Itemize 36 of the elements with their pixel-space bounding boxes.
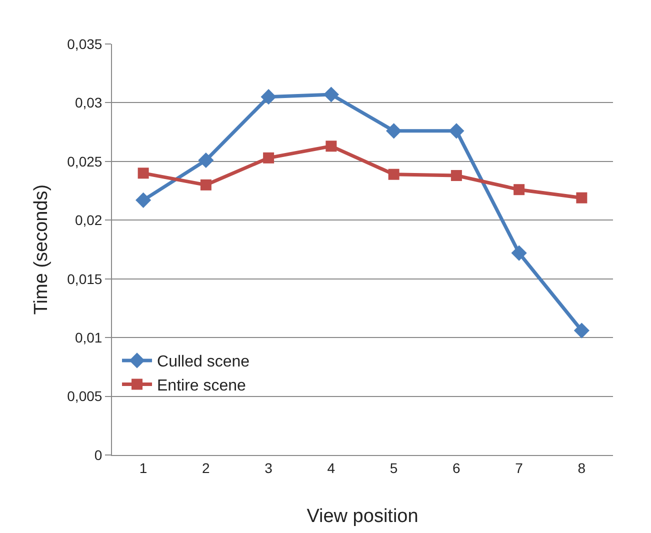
y-tick-label: 0 [94,446,102,463]
point [136,192,152,208]
point [326,140,337,152]
y-tick-label: 0,035 [67,36,102,52]
y-tick-label: 0,01 [74,329,102,346]
point [511,245,527,261]
y-tick-label: 0,025 [67,153,102,170]
x-tick-label: 1 [139,460,148,476]
x-tick-label: 7 [515,460,524,476]
point [388,168,400,180]
x-tick-label: 2 [202,460,210,476]
x-tick-label: 8 [578,460,586,476]
y-tick-label: 0,02 [74,212,102,228]
point [514,184,525,196]
point [448,123,464,139]
point [198,152,214,168]
legend-label: Culled scene [157,354,250,371]
point [200,179,212,190]
point [260,89,276,105]
y-tick-label: 0,005 [67,388,102,404]
x-tick-label: 3 [264,460,273,476]
x-tick-label: 6 [452,460,461,476]
y-axis-title: Time (seconds) [31,184,52,315]
x-axis-title: View position [306,506,418,527]
x-tick-label: 4 [327,460,336,476]
point [574,322,590,338]
point [450,170,462,182]
point [386,123,402,139]
point [576,192,588,204]
x-tick-label: 5 [390,460,398,476]
y-tick-label: 0,03 [74,94,102,111]
point [263,152,274,164]
legend-label: Entire scene [157,378,246,395]
point [138,168,149,179]
point [323,86,339,102]
y-tick-label: 0,015 [67,270,102,287]
